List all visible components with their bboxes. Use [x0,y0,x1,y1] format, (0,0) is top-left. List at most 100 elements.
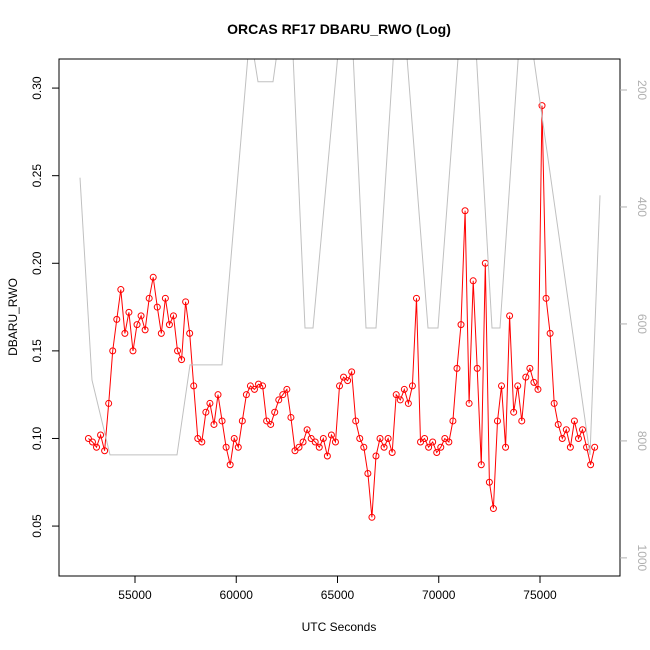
data-point [591,443,599,451]
data-point [311,438,319,446]
data-point [287,413,295,421]
data-point [340,373,348,381]
data-point [206,399,214,407]
data-point [222,443,230,451]
data-point [453,364,461,372]
data-point [303,426,311,434]
data-point [182,298,190,306]
data-point [502,443,510,451]
data-point [198,438,206,446]
data-point [506,312,514,320]
data-point [510,408,518,416]
data-point [121,329,129,337]
data-point [412,294,420,302]
data-point [437,443,445,451]
data-point [376,434,384,442]
data-point [336,382,344,390]
x-tick-label: 55000 [118,588,152,602]
data-point [392,391,400,399]
data-point [230,434,238,442]
data-point [380,443,388,451]
data-point [263,417,271,425]
data-point [429,438,437,446]
pressure-line [79,59,601,456]
data-point [84,434,92,442]
data-point [579,426,587,434]
x-axis-label: UTC Seconds [302,620,377,634]
data-point [194,434,202,442]
data-point [404,399,412,407]
data-point [153,303,161,311]
data-point [141,326,149,334]
y2-tick-label: 400 [635,197,649,217]
y2-tick-label: 200 [635,80,649,100]
data-point [190,382,198,390]
data-point [259,382,267,390]
data-point [145,294,153,302]
x-tick-label: 65000 [321,588,355,602]
data-point [327,431,335,439]
data-point [542,294,550,302]
data-point [315,443,323,451]
data-point [344,377,352,385]
data-point [493,417,501,425]
data-point [174,347,182,355]
data-point [441,434,449,442]
y-tick-label: 0.30 [30,76,44,100]
data-point [202,408,210,416]
data-point [384,434,392,442]
data-point [113,315,121,323]
data-point [291,447,299,455]
data-point [109,347,117,355]
data-point [518,417,526,425]
data-point [574,434,582,442]
y-tick-label: 0.15 [30,339,44,363]
data-point [93,443,101,451]
data-point [165,321,173,329]
data-point [356,434,364,442]
data-point [534,385,542,393]
y-axis-label: DBARU_RWO [6,278,20,356]
data-point [125,308,133,316]
data-point [117,286,125,294]
data-point [157,329,165,337]
data-point [319,434,327,442]
data-point [178,356,186,364]
plot-area [79,59,601,521]
data-point [469,277,477,285]
data-point [307,434,315,442]
data-point [546,329,554,337]
data-point [396,396,404,404]
data-point [562,426,570,434]
data-point [149,273,157,281]
data-point [97,431,105,439]
data-point [449,417,457,425]
x-tick-label: 75000 [523,588,557,602]
data-point [388,448,396,456]
data-point [226,461,234,469]
data-point [186,329,194,337]
data-point [283,385,291,393]
data-point [250,385,258,393]
data-point [498,382,506,390]
data-point [570,417,578,425]
data-point [421,434,429,442]
y-tick-label: 0.25 [30,164,44,188]
data-point [587,461,595,469]
data-point [526,364,534,372]
data-point [137,312,145,320]
data-point [169,312,177,320]
data-point [457,321,465,329]
data-point [129,347,137,355]
data-point [238,417,246,425]
data-line [88,105,596,518]
data-point [360,443,368,451]
y-tick-label: 0.20 [30,251,44,275]
data-point [279,391,287,399]
data-point [465,399,473,407]
data-point [323,452,331,460]
data-point [161,294,169,302]
data-point [242,391,250,399]
x-tick-label: 60000 [220,588,254,602]
